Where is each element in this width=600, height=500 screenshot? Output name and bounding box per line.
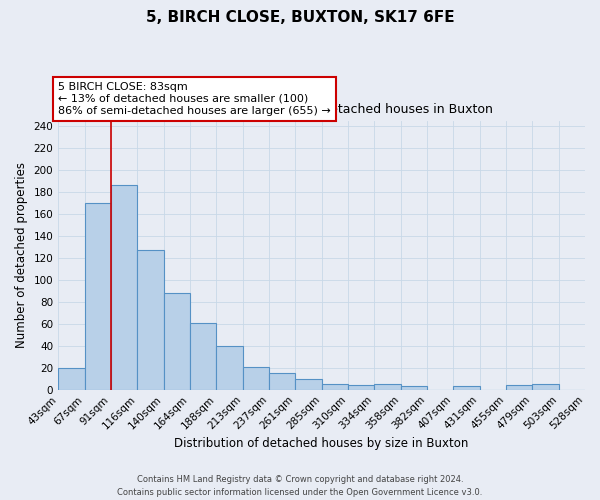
Bar <box>453 386 479 390</box>
Bar <box>348 386 374 390</box>
Bar <box>532 384 559 390</box>
Bar <box>58 368 85 390</box>
Bar <box>322 384 348 390</box>
Bar <box>374 384 401 390</box>
Bar <box>190 323 216 390</box>
X-axis label: Distribution of detached houses by size in Buxton: Distribution of detached houses by size … <box>175 437 469 450</box>
Bar <box>216 346 242 390</box>
Bar <box>85 203 111 390</box>
Y-axis label: Number of detached properties: Number of detached properties <box>15 162 28 348</box>
Bar <box>242 366 269 390</box>
Title: Size of property relative to detached houses in Buxton: Size of property relative to detached ho… <box>151 102 493 116</box>
Bar <box>111 184 137 390</box>
Bar <box>164 293 190 390</box>
Text: Contains HM Land Registry data © Crown copyright and database right 2024.
Contai: Contains HM Land Registry data © Crown c… <box>118 476 482 497</box>
Bar <box>269 374 295 390</box>
Bar <box>506 386 532 390</box>
Bar <box>401 386 427 390</box>
Bar <box>295 379 322 390</box>
Text: 5, BIRCH CLOSE, BUXTON, SK17 6FE: 5, BIRCH CLOSE, BUXTON, SK17 6FE <box>146 10 454 25</box>
Bar <box>137 250 164 390</box>
Text: 5 BIRCH CLOSE: 83sqm
← 13% of detached houses are smaller (100)
86% of semi-deta: 5 BIRCH CLOSE: 83sqm ← 13% of detached h… <box>58 82 331 116</box>
